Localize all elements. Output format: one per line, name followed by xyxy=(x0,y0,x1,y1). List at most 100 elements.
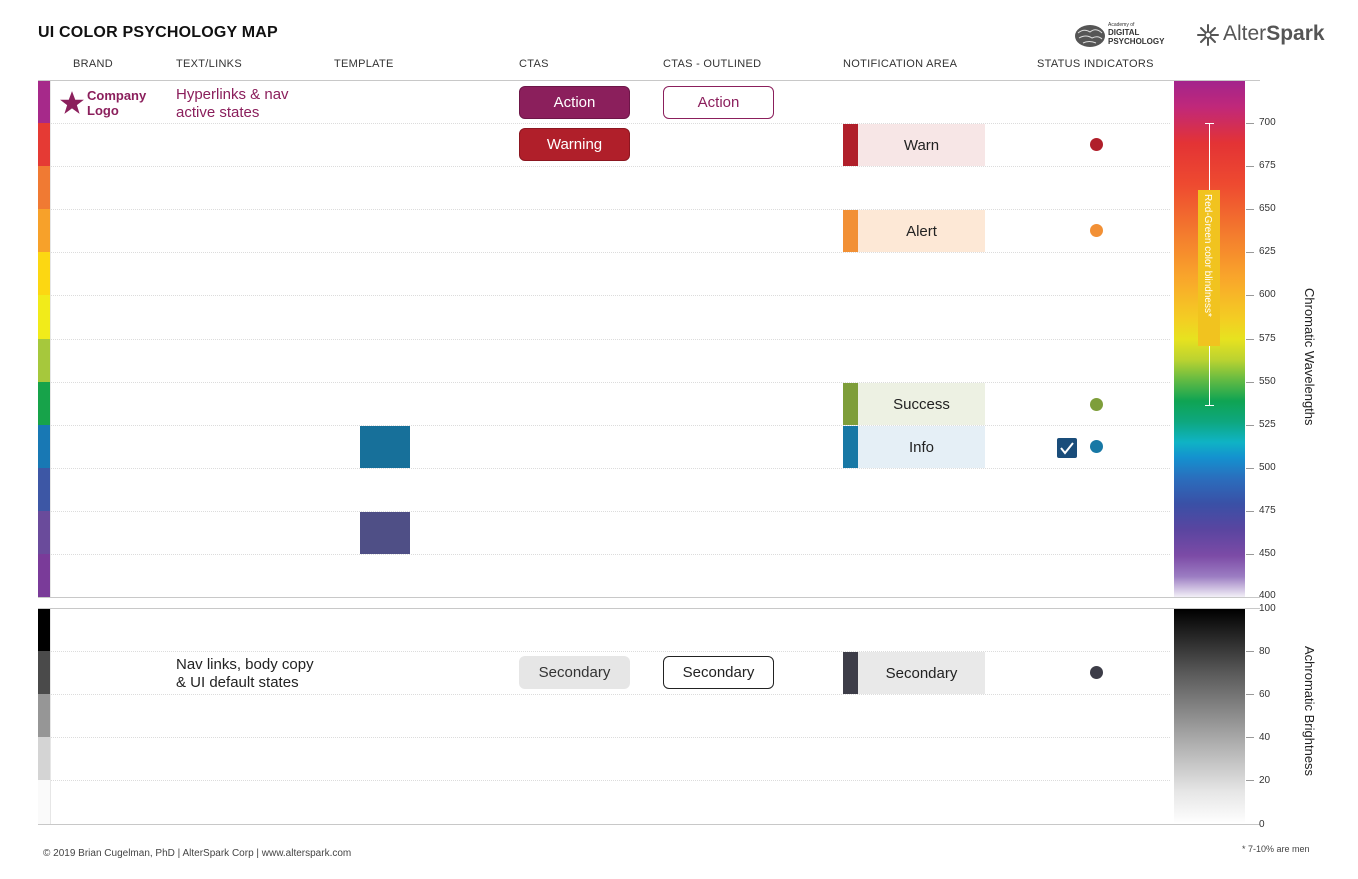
brightness-tick: 60 xyxy=(1259,689,1271,700)
tick-mark xyxy=(1246,425,1254,426)
achromatic-axis-label: Achromatic Brightness xyxy=(1302,646,1317,777)
action-outlined-button[interactable]: Action xyxy=(663,86,774,119)
wavelength-tick: 650 xyxy=(1259,203,1276,214)
checkmark-icon xyxy=(1060,442,1074,455)
grid-line xyxy=(50,166,1170,167)
wavelength-tick: 500 xyxy=(1259,462,1276,473)
warn-status-dot xyxy=(1090,138,1103,151)
column-header-text-links: TEXT/LINKS xyxy=(176,58,242,70)
grid-line xyxy=(50,737,1170,738)
page-title: UI COLOR PSYCHOLOGY MAP xyxy=(38,24,278,41)
gray-strip-black xyxy=(38,609,50,651)
column-header-ctas: CTAS xyxy=(519,58,549,70)
brightness-tick: 100 xyxy=(1259,603,1276,614)
warning-button[interactable]: Warning xyxy=(519,128,630,161)
adp-logo-line2: DIGITAL xyxy=(1108,28,1140,37)
tick-mark xyxy=(1246,166,1254,167)
grid-vline xyxy=(50,81,51,597)
tick-mark xyxy=(1246,511,1254,512)
tick-mark xyxy=(1246,468,1254,469)
section-divider xyxy=(38,608,1260,609)
colorblind-range-cap-bottom xyxy=(1205,405,1214,406)
wavelength-tick: 700 xyxy=(1259,117,1276,128)
spectrum-strip-green xyxy=(38,382,50,425)
grid-line xyxy=(50,339,1170,340)
spectrum-strip-amber xyxy=(38,209,50,252)
tick-mark xyxy=(1246,694,1254,695)
gray-strip-white xyxy=(38,780,50,824)
grid-line xyxy=(50,780,1170,781)
secondary-notification-bar xyxy=(843,652,858,694)
nav-links-text-line2: & UI default states xyxy=(176,674,299,691)
bottom-divider xyxy=(38,824,1260,825)
wavelength-tick: 550 xyxy=(1259,376,1276,387)
tick-mark xyxy=(1246,252,1254,253)
company-logo-line1: Company xyxy=(87,88,147,103)
secondary-outlined-button[interactable]: Secondary xyxy=(663,656,774,689)
alterspark-logo: AlterSpark xyxy=(1196,22,1325,50)
tick-mark xyxy=(1246,780,1254,781)
tick-mark xyxy=(1246,339,1254,340)
nav-links-text: Nav links, body copy & UI default states xyxy=(176,656,314,692)
adp-logo-line1: Academy of xyxy=(1108,22,1135,28)
section-divider xyxy=(38,597,1260,598)
spectrum-strip-lime xyxy=(38,339,50,382)
secondary-notification: Secondary xyxy=(858,652,985,694)
company-logo: Company Logo xyxy=(59,88,169,120)
spectrum-strip-royal xyxy=(38,468,50,511)
tick-mark xyxy=(1246,123,1254,124)
spectrum-strip-lemon xyxy=(38,295,50,339)
spectrum-strip-indigo xyxy=(38,511,50,554)
column-header-brand: BRAND xyxy=(73,58,114,70)
wavelength-tick: 625 xyxy=(1259,246,1276,257)
tick-mark xyxy=(1246,295,1254,296)
column-header-notification-area: NOTIFICATION AREA xyxy=(843,58,958,70)
footer-note: * 7-10% are men xyxy=(1242,844,1310,854)
grid-line xyxy=(50,382,1170,383)
alert-notification-bar xyxy=(843,210,858,252)
warn-notification-bar xyxy=(843,124,858,166)
brightness-tick: 20 xyxy=(1259,775,1271,786)
hyperlinks-text: Hyperlinks & nav active states xyxy=(176,86,289,122)
column-header-status-indicators: STATUS INDICATORS xyxy=(1037,58,1154,70)
brightness-tick: 40 xyxy=(1259,732,1271,743)
grid-line xyxy=(50,295,1170,296)
tick-mark xyxy=(1246,651,1254,652)
spark-icon xyxy=(1197,24,1219,46)
grid-line xyxy=(50,651,1170,652)
brain-icon xyxy=(1075,25,1105,47)
column-header-ctas-outlined: CTAS - OUTLINED xyxy=(663,58,762,70)
nav-links-text-line1: Nav links, body copy xyxy=(176,656,314,673)
info-checkbox[interactable] xyxy=(1057,438,1077,458)
wavelength-tick: 450 xyxy=(1259,548,1276,559)
star-icon xyxy=(60,91,84,114)
success-notification-bar xyxy=(843,383,858,425)
spectrum-strip-violet xyxy=(38,554,50,597)
gray-strip-dark xyxy=(38,651,50,694)
grid-vline xyxy=(50,609,51,824)
wavelength-tick: 600 xyxy=(1259,289,1276,300)
chromatic-axis-label: Chromatic Wavelengths xyxy=(1302,288,1317,426)
spectrum-strip-red xyxy=(38,123,50,166)
warn-notification: Warn xyxy=(858,124,985,166)
tick-mark xyxy=(1246,554,1254,555)
tick-mark xyxy=(1246,382,1254,383)
hyperlinks-text-line1: Hyperlinks & nav xyxy=(176,86,289,103)
colorblind-label: Red-Green color blindness* xyxy=(1202,194,1213,317)
alert-status-dot xyxy=(1090,224,1103,237)
secondary-button[interactable]: Secondary xyxy=(519,656,630,689)
action-button[interactable]: Action xyxy=(519,86,630,119)
grid-line xyxy=(50,425,1170,426)
info-notification-bar xyxy=(843,426,858,468)
tick-mark xyxy=(1246,209,1254,210)
wavelength-tick: 400 xyxy=(1259,590,1276,601)
info-status-dot xyxy=(1090,440,1103,453)
adp-logo-line3: PSYCHOLOGY xyxy=(1108,37,1165,46)
wavelength-tick: 525 xyxy=(1259,419,1276,430)
spectrum-strip-blue xyxy=(38,425,50,468)
grid-line xyxy=(50,554,1170,555)
achromatic-brightness-bar xyxy=(1174,609,1245,824)
gray-strip-mid xyxy=(38,694,50,737)
grid-line xyxy=(50,511,1170,512)
colorblind-label-bg xyxy=(1198,190,1220,346)
